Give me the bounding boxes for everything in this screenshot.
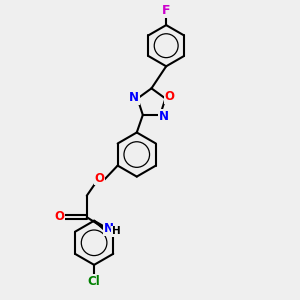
Text: O: O xyxy=(164,90,174,103)
Text: H: H xyxy=(112,226,121,236)
Text: O: O xyxy=(94,172,104,185)
Text: N: N xyxy=(103,223,113,236)
Text: F: F xyxy=(162,4,170,17)
Text: O: O xyxy=(54,210,64,223)
Text: Cl: Cl xyxy=(88,274,100,287)
Text: N: N xyxy=(129,92,139,104)
Text: N: N xyxy=(159,110,169,123)
